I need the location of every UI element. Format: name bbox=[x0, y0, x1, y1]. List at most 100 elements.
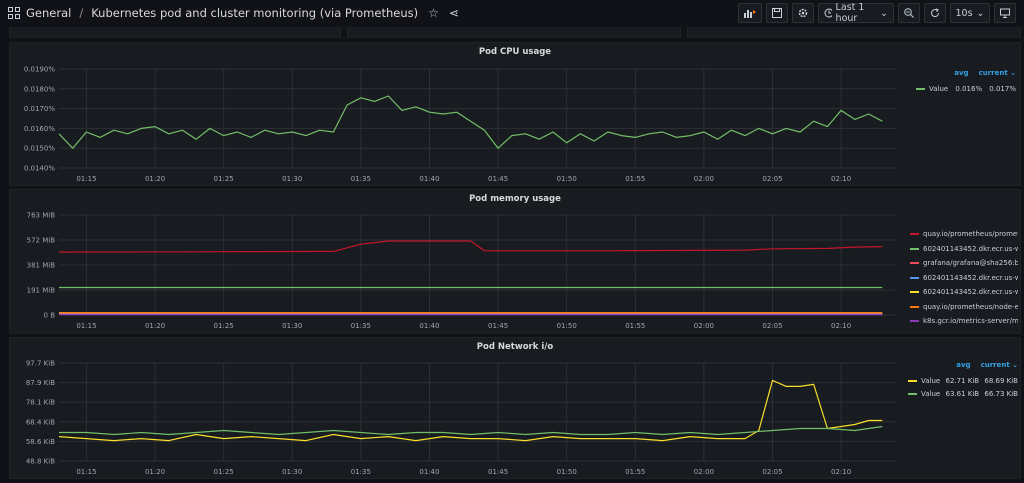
y-tick-label: 87.9 KiB bbox=[26, 379, 55, 387]
legend-label: grafana/grafana@sha256:b071 bbox=[923, 259, 1018, 268]
legend-header: avg current ⌄ bbox=[916, 69, 1016, 77]
star-icon[interactable]: ☆ bbox=[428, 6, 439, 20]
x-tick-label: 01:20 bbox=[145, 175, 165, 183]
clock-icon bbox=[824, 8, 832, 18]
memory-usage-panel[interactable]: Pod memory usage 763 MiB 572 MiB 381 MiB 19… bbox=[9, 189, 1021, 334]
add-panel-button[interactable] bbox=[738, 3, 762, 23]
save-dashboard-button[interactable] bbox=[766, 3, 788, 23]
legend-swatch bbox=[910, 262, 919, 265]
x-tick-label: 01:30 bbox=[282, 468, 302, 476]
legend-current: 68.69 KiB bbox=[984, 376, 1018, 385]
legend-item[interactable]: quay.io/prometheus/node-expo bbox=[910, 300, 1018, 315]
legend-current: 0.017% bbox=[989, 84, 1016, 93]
legend-current-header[interactable]: current ⌄ bbox=[980, 361, 1018, 369]
refresh-interval-label: 10s bbox=[955, 7, 973, 19]
time-picker-button[interactable]: Last 1 hour ⌄ bbox=[818, 2, 894, 24]
y-tick-label: 0.0150% bbox=[24, 145, 55, 153]
breadcrumb: General / Kubernetes pod and cluster mon… bbox=[0, 6, 459, 20]
x-tick-label: 01:50 bbox=[557, 175, 577, 183]
settings-button[interactable] bbox=[792, 3, 814, 23]
x-tick-label: 01:30 bbox=[282, 322, 302, 330]
legend-item[interactable]: Value 62.71 KiB 68.69 KiB bbox=[908, 374, 1018, 387]
legend-item[interactable]: Value 63.61 KiB 66.73 KiB bbox=[908, 387, 1018, 400]
x-tick-label: 02:00 bbox=[694, 468, 714, 476]
y-tick-label: 191 MiB bbox=[27, 287, 56, 295]
add-panel-icon bbox=[744, 10, 756, 18]
panel-stub bbox=[687, 27, 1021, 38]
series-line-0[interactable] bbox=[58, 95, 883, 149]
refresh-button[interactable] bbox=[924, 3, 946, 23]
legend-item[interactable]: Value 0.016% 0.017% bbox=[916, 82, 1016, 95]
x-tick-label: 02:10 bbox=[831, 175, 851, 183]
x-tick-label: 01:35 bbox=[351, 468, 371, 476]
x-tick-label: 01:45 bbox=[488, 468, 508, 476]
legend-item[interactable]: 602401143452.dkr.ecr.us-west- bbox=[910, 271, 1018, 286]
panel-stub bbox=[347, 27, 681, 38]
monitor-icon bbox=[1000, 8, 1010, 18]
legend-item[interactable]: quay.io/prometheus/prometheu bbox=[910, 227, 1018, 242]
x-tick-label: 01:35 bbox=[351, 175, 371, 183]
legend-swatch bbox=[908, 379, 917, 382]
panel-title[interactable]: Pod memory usage bbox=[469, 194, 561, 204]
memory-chart[interactable]: 763 MiB 572 MiB 381 MiB 191 MiB 0 B 01:15 01:2… bbox=[10, 190, 1022, 335]
y-tick-label: 381 MiB bbox=[27, 262, 56, 270]
x-tick-label: 01:25 bbox=[214, 468, 234, 476]
panel-title[interactable]: Pod Network i/o bbox=[476, 342, 554, 352]
zoom-out-button[interactable] bbox=[898, 3, 920, 23]
x-tick-label: 01:15 bbox=[76, 322, 96, 330]
breadcrumb-separator: / bbox=[79, 6, 84, 20]
cpu-chart[interactable]: 0.0190% 0.0180% 0.0170% 0.0160% 0.0150% 0.014… bbox=[10, 43, 1022, 187]
zoom-out-icon bbox=[904, 8, 914, 18]
cpu-usage-panel[interactable]: Pod CPU usage 0.0190% 0.0180% 0.0170% 0.016… bbox=[9, 42, 1021, 186]
legend-header: avg current ⌄ bbox=[908, 361, 1018, 369]
series-line-0[interactable] bbox=[58, 379, 883, 442]
legend-current-header[interactable]: current ⌄ bbox=[978, 69, 1016, 77]
x-tick-label: 01:55 bbox=[625, 468, 645, 476]
legend-item[interactable]: grafana/grafana@sha256:b071 bbox=[910, 256, 1018, 271]
network-io-panel[interactable]: Pod Network i/o 97.7 KiB 87.9 KiB 78.1 KiB… bbox=[9, 337, 1021, 479]
dashboards-grid-icon[interactable] bbox=[8, 7, 20, 19]
time-range-label: Last 1 hour bbox=[835, 2, 865, 24]
y-tick-label: 0 B bbox=[44, 312, 56, 320]
legend-item[interactable]: 602401143452.dkr.ecr.us-west- bbox=[910, 242, 1018, 257]
legend-item[interactable]: 602401143452.dkr.ecr.us-west- bbox=[910, 285, 1018, 300]
legend-label: 602401143452.dkr.ecr.us-west- bbox=[923, 273, 1018, 282]
legend-current: 66.73 KiB bbox=[984, 389, 1018, 398]
breadcrumb-section[interactable]: General bbox=[26, 6, 72, 20]
x-tick-label: 01:25 bbox=[214, 175, 234, 183]
x-tick-label: 02:10 bbox=[831, 468, 851, 476]
tv-mode-button[interactable] bbox=[994, 3, 1016, 23]
y-tick-label: 78.1 KiB bbox=[26, 399, 55, 407]
y-tick-label: 48.8 KiB bbox=[26, 458, 55, 466]
legend-avg: 62.71 KiB bbox=[945, 376, 980, 385]
legend-swatch bbox=[910, 247, 919, 250]
refresh-interval-picker[interactable]: 10s ⌄ bbox=[950, 3, 990, 23]
share-icon[interactable]: ⋖ bbox=[448, 6, 459, 20]
legend-label: quay.io/prometheus/prometheu bbox=[923, 230, 1018, 239]
x-tick-label: 02:05 bbox=[762, 322, 782, 330]
legend-avg-header[interactable]: avg bbox=[956, 361, 971, 369]
y-tick-label: 58.6 KiB bbox=[26, 438, 55, 446]
x-tick-label: 01:40 bbox=[419, 468, 439, 476]
legend-swatch bbox=[910, 305, 919, 308]
x-tick-label: 01:45 bbox=[488, 175, 508, 183]
x-tick-label: 01:15 bbox=[76, 468, 96, 476]
series-line-1[interactable] bbox=[59, 425, 883, 436]
dashboard-title[interactable]: Kubernetes pod and cluster monitoring (v… bbox=[91, 6, 419, 20]
chart-grid bbox=[59, 68, 896, 169]
x-tick-label: 02:10 bbox=[831, 322, 851, 330]
x-tick-label: 02:05 bbox=[762, 175, 782, 183]
network-chart[interactable]: 97.7 KiB 87.9 KiB 78.1 KiB 68.4 KiB 58.6 KiB… bbox=[10, 338, 1022, 480]
x-tick-label: 01:25 bbox=[214, 322, 234, 330]
panel-title[interactable]: Pod CPU usage bbox=[478, 47, 552, 57]
x-tick-label: 01:35 bbox=[351, 322, 371, 330]
y-tick-label: 97.7 KiB bbox=[26, 360, 55, 368]
series-line-0[interactable] bbox=[58, 240, 883, 253]
x-tick-label: 01:50 bbox=[557, 322, 577, 330]
legend-label: Value bbox=[921, 376, 941, 385]
y-tick-label: 572 MiB bbox=[27, 237, 56, 245]
legend-item[interactable]: k8s.gcr.io/metrics-server/metric bbox=[910, 314, 1018, 329]
y-tick-label: 763 MiB bbox=[27, 212, 56, 220]
legend-swatch bbox=[910, 320, 919, 323]
legend-avg-header[interactable]: avg bbox=[954, 69, 969, 77]
